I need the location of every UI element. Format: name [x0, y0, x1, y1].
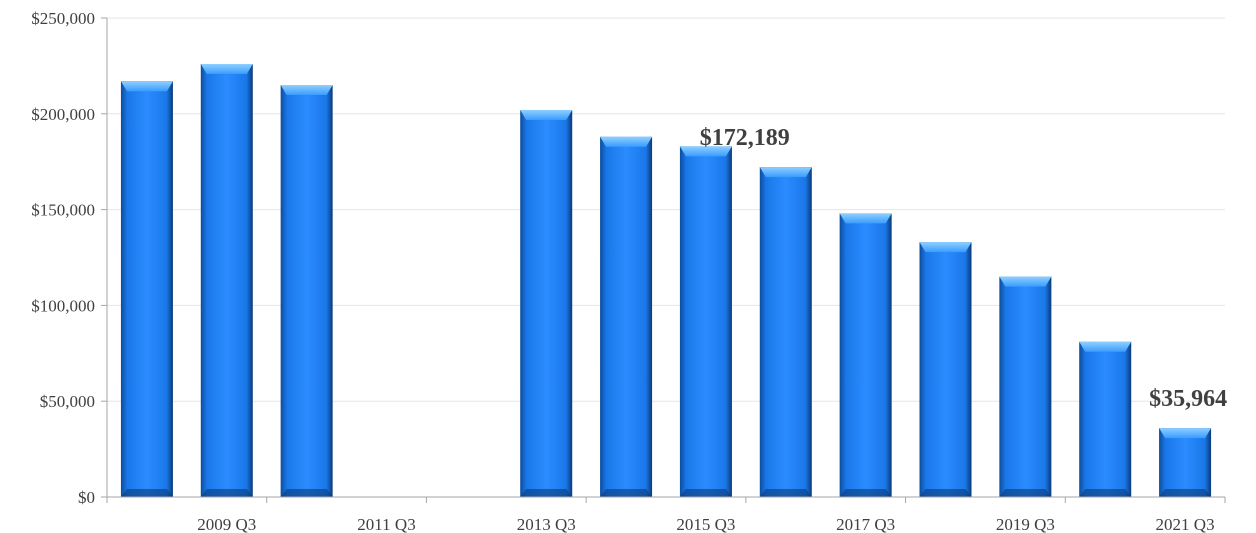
bar-body: [999, 276, 1052, 497]
bar-body: [1079, 341, 1132, 497]
y-tick-label: $200,000: [31, 105, 95, 124]
bars: [120, 63, 1212, 498]
data-label: $35,964: [1149, 386, 1227, 412]
bar-bevel-top: [1079, 341, 1132, 352]
data-labels: $172,189 $35,964: [700, 125, 1227, 412]
x-tick-label: 2011 Q3: [357, 515, 415, 533]
y-tick-label: $150,000: [31, 201, 95, 220]
bar-bevel-top: [919, 242, 972, 253]
data-label: $172,189: [700, 125, 790, 151]
bar-bevel-top: [280, 85, 333, 96]
bar-bevel-bottom: [120, 489, 173, 497]
bar-bevel-top: [200, 63, 253, 74]
y-tick-label: $0: [78, 488, 95, 507]
bar: [1159, 428, 1212, 497]
x-tick-label: 2009 Q3: [197, 515, 256, 533]
bar: [759, 167, 812, 497]
bar-bevel-bottom: [679, 489, 732, 497]
bar-body: [759, 167, 812, 497]
bar-bevel-bottom: [759, 489, 812, 497]
bar-bevel-top: [839, 213, 892, 224]
bar-bevel-top: [759, 167, 812, 178]
bar: [839, 213, 892, 497]
x-tick-label: 2019 Q3: [996, 515, 1055, 533]
bar-bevel-bottom: [600, 489, 653, 497]
bar-bevel-top: [679, 146, 732, 157]
bar: [679, 146, 732, 497]
bar-bevel-top: [120, 81, 173, 92]
bar-bevel-top: [1159, 428, 1212, 439]
gridlines: [107, 17, 1225, 402]
bar-body: [280, 85, 333, 497]
y-axis-tick-labels: $0 $50,000 $100,000 $150,000 $200,000 $250,00…: [31, 9, 95, 507]
y-tick-label: $250,000: [31, 9, 95, 28]
bar-bevel-bottom: [999, 489, 1052, 497]
x-axis-tick-labels: 2009 Q3 2011 Q3 2013 Q3 2015 Q3 2017 Q3 2019 …: [197, 515, 1214, 533]
bar-bevel-bottom: [919, 489, 972, 497]
bar-bevel-bottom: [1159, 489, 1212, 497]
axes: [101, 17, 1226, 503]
bar-bevel-bottom: [520, 489, 573, 497]
bar-body: [1159, 428, 1212, 497]
bar-bevel-bottom: [1079, 489, 1132, 497]
x-tick-label: 2015 Q3: [676, 515, 735, 533]
bar-bevel-bottom: [200, 489, 253, 497]
bar-body: [839, 213, 892, 497]
bar: [120, 81, 173, 497]
bar-body: [120, 81, 173, 497]
x-tick-label: 2017 Q3: [836, 515, 895, 533]
bar: [919, 242, 972, 497]
bar-body: [520, 109, 573, 497]
bar-bevel-top: [999, 276, 1052, 287]
y-tick-label: $100,000: [31, 296, 95, 315]
bar-body: [919, 242, 972, 497]
bar-bevel-bottom: [839, 489, 892, 497]
bar: [999, 276, 1052, 497]
bar-bevel-top: [600, 136, 653, 147]
bar-body: [200, 63, 253, 497]
bar-body: [600, 136, 653, 498]
bar: [600, 136, 653, 498]
bar: [280, 85, 333, 497]
bar-bevel-bottom: [280, 489, 333, 497]
bar-bevel-top: [520, 109, 573, 120]
bar: [1079, 341, 1132, 497]
y-tick-label: $50,000: [40, 392, 95, 411]
x-tick-label: 2021 Q3: [1156, 515, 1215, 533]
bar-body: [679, 146, 732, 497]
x-tick-label: 2013 Q3: [517, 515, 576, 533]
bar: [520, 109, 573, 497]
bar: [200, 63, 253, 497]
